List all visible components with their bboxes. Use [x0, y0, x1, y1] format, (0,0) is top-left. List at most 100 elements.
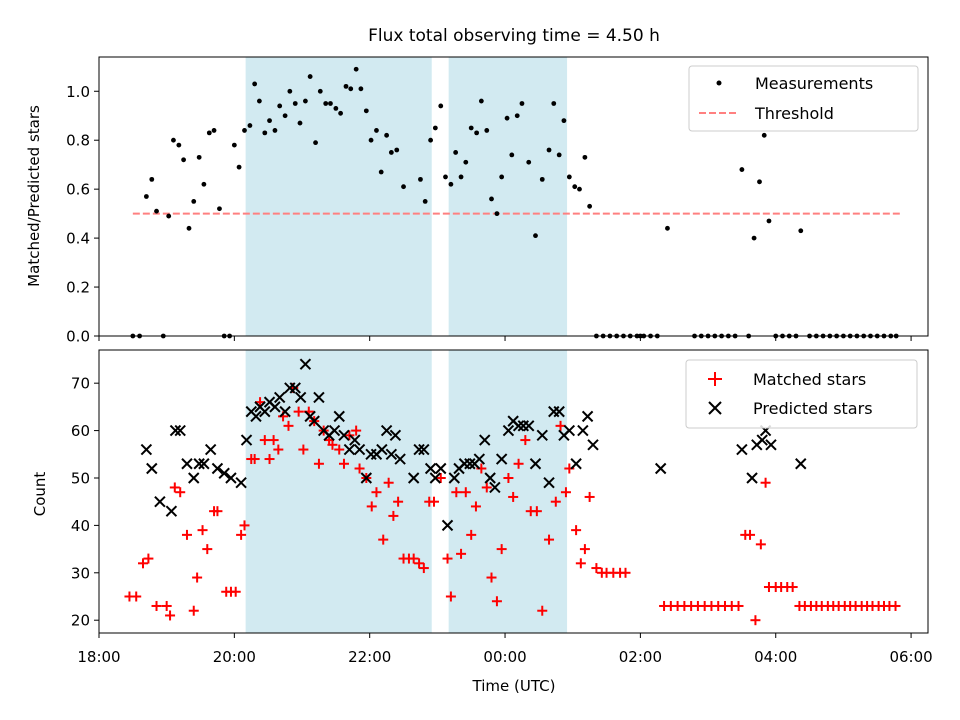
measurement-point	[143, 194, 149, 199]
measurement-point	[333, 105, 339, 111]
top-measurement-points	[130, 66, 899, 339]
measurement-point	[757, 179, 762, 185]
matched-star-point	[760, 477, 771, 488]
measurement-point	[539, 176, 545, 182]
measurement-point	[438, 103, 444, 109]
measurement-point	[401, 184, 406, 190]
matched-star-point	[249, 454, 260, 465]
measurement-point	[267, 118, 272, 124]
matched-star-point	[787, 582, 798, 593]
measurement-point	[287, 88, 293, 94]
measurement-point	[292, 101, 298, 106]
matched-star-point	[442, 553, 453, 564]
predicted-star-point	[502, 424, 515, 437]
top-axes-frame	[98, 56, 929, 337]
matched-star-point	[383, 477, 394, 488]
measurement-point	[533, 233, 538, 239]
measurement-point	[504, 115, 510, 121]
x-tick-label: 04:00	[754, 648, 797, 666]
x-axis-label: Time (UTC)	[472, 677, 556, 695]
matched-star-point	[445, 591, 456, 602]
predicted-star-point	[328, 424, 341, 437]
measurement-point	[231, 142, 237, 148]
predicted-star-point	[204, 443, 217, 456]
measurement-point	[191, 198, 197, 204]
x-tick-label: 22:00	[348, 648, 391, 666]
measurement-point	[358, 86, 364, 92]
top-x-ticks	[98, 336, 912, 341]
measurement-point	[394, 147, 400, 153]
measurement-point	[378, 169, 384, 175]
legend-predicted-label: Predicted stars	[753, 399, 873, 418]
legend-predicted-marker	[708, 401, 722, 415]
predicted-star-point	[543, 477, 555, 489]
predicted-star-point	[464, 458, 476, 470]
measurement-point	[313, 140, 318, 146]
measurement-point	[176, 142, 182, 148]
predicted-star-point	[289, 382, 301, 394]
measurement-point	[374, 128, 379, 133]
bottom-legend: Matched stars Predicted stars	[685, 359, 918, 429]
measurement-point	[751, 235, 757, 241]
measurement-point	[432, 125, 438, 131]
predicted-star-point	[250, 410, 262, 423]
predicted-star-point	[435, 462, 447, 475]
predicted-star-point	[169, 424, 182, 437]
matched-star-point	[259, 435, 270, 446]
matched-star-point	[366, 501, 377, 512]
measurement-point	[428, 137, 433, 143]
top-legend: Measurements Threshold	[688, 65, 919, 132]
x-tick-label: 00:00	[483, 648, 526, 666]
predicted-star-point	[218, 467, 230, 479]
predicted-star-point	[385, 448, 398, 460]
top-observing-windows	[245, 57, 568, 336]
matched-star-point	[520, 435, 531, 446]
bottom-y-tick-label: 40	[71, 517, 90, 535]
matched-star-point	[584, 491, 595, 502]
predicted-star-point	[536, 429, 548, 442]
top-y-tick-label: 0.8	[66, 132, 90, 150]
predicted-star-point	[441, 519, 454, 532]
measurement-point	[556, 152, 562, 158]
bottom-y-axis-label: Count	[31, 472, 49, 517]
matched-star-point	[181, 529, 192, 540]
predicted-star-point	[294, 391, 307, 404]
matched-star-point	[620, 567, 631, 578]
top-y-tick-label: 0.6	[66, 181, 90, 199]
measurement-point	[551, 101, 557, 106]
predicted-star-point	[587, 439, 599, 451]
matched-star-point	[579, 544, 590, 555]
measurement-point	[665, 225, 670, 231]
predicted-star-point	[349, 434, 361, 446]
matched-star-point	[451, 487, 462, 498]
measurement-point	[363, 108, 369, 114]
predicted-star-point	[489, 481, 501, 494]
predicted-star-point	[495, 453, 508, 465]
top-y-tick-label: 0.4	[66, 230, 90, 248]
predicted-star-point	[165, 505, 178, 517]
matched-star-point	[460, 487, 471, 498]
predicted-star-point	[512, 420, 525, 432]
matched-star-point	[481, 482, 492, 493]
measurement-point	[474, 130, 480, 136]
measurement-point	[566, 174, 572, 180]
measurement-point	[206, 130, 212, 136]
top-panel: 0.0 0.2 0.4 0.6 0.8 1.0 Matched/Predicted sta…	[25, 56, 929, 346]
matched-star-point	[161, 600, 172, 611]
predicted-star-point	[269, 401, 281, 413]
matched-star-point	[503, 472, 514, 483]
measurement-point	[468, 125, 474, 131]
matched-star-point	[137, 558, 148, 569]
predicted-star-point	[523, 420, 535, 432]
matched-star-point	[212, 506, 223, 517]
matched-star-point	[544, 534, 555, 545]
matched-star-point	[755, 539, 766, 550]
top-y-ticks: 0.0 0.2 0.4 0.6 0.8 1.0	[66, 83, 99, 346]
measurement-point	[317, 88, 323, 94]
matched-star-point	[466, 529, 477, 540]
top-y-tick-label: 0.0	[66, 328, 90, 346]
matched-star-point	[745, 529, 756, 540]
measurement-point	[297, 120, 303, 126]
measurement-point	[519, 101, 525, 106]
